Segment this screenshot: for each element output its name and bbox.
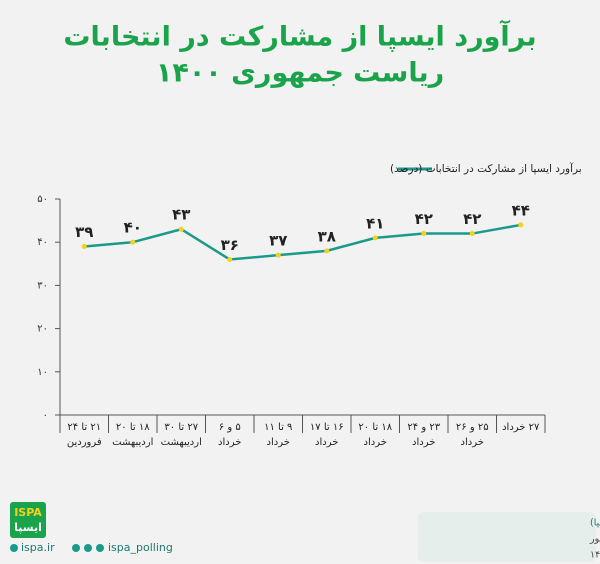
social-icon (84, 544, 92, 552)
website: ispa.ir (21, 541, 55, 554)
logo-text: ایسپا (14, 521, 42, 534)
dates: تاریخ اجرا: ۲۱ فروردین تا ۲۷ خرداد ۱۴۰۰ (590, 550, 600, 561)
point (372, 235, 378, 241)
logo (10, 502, 46, 538)
point (81, 244, 87, 250)
value-label: ۴۲ (463, 210, 481, 228)
x-tick-label: ۲۷ تا ۳۰ (164, 422, 198, 433)
y-tick-label: ۱۰ (37, 367, 48, 378)
social-icon (96, 544, 104, 552)
x-tick-label: خرداد (461, 437, 484, 448)
chart-title: ریاست جمهوری ۱۴۰۰ (156, 58, 444, 89)
value-label: ۴۳ (172, 206, 190, 224)
y-tick-label: ۲۰ (37, 324, 48, 335)
y-tick-label: ۴۰ (37, 237, 48, 248)
x-tick-label: ۱۸ تا ۲۰ (116, 422, 150, 433)
point (130, 239, 136, 245)
x-tick-label: خرداد (412, 437, 435, 448)
y-tick-label: ۰ (43, 410, 48, 421)
point (469, 231, 475, 237)
x-tick-label: ۲۳ و ۲۴ (407, 422, 440, 433)
x-tick-label: ۵ و ۶ (219, 422, 241, 433)
x-tick-label: خرداد (364, 437, 387, 448)
value-label: ۴۰ (124, 219, 142, 237)
x-tick-label: ۱۸ تا ۲۰ (358, 422, 392, 433)
x-tick-label: ۲۵ و ۲۶ (456, 422, 489, 433)
value-label: ۴۲ (415, 210, 433, 228)
value-label: ۴۱ (366, 214, 384, 232)
social-icon (72, 544, 80, 552)
x-tick-label: فروردین (67, 437, 102, 448)
x-tick-label: اردیبهشت (112, 437, 153, 448)
population: جامعه آماری: افراد بالای ۱۸ سال کل کشور (589, 532, 600, 545)
point (421, 231, 427, 237)
line (84, 223, 521, 261)
point (324, 248, 330, 254)
x-tick-label: ۲۷ خرداد (502, 422, 540, 433)
x-tick-label: ۱۶ تا ۱۷ (310, 422, 344, 433)
value-label: ۳۸ (318, 227, 336, 245)
value-label: ۴۴ (512, 201, 530, 219)
x-tick-label: خرداد (218, 437, 241, 448)
org: مرکز افکارسنجی دانشجویان ایران (ایسپا) (590, 518, 600, 529)
x-tick-label: خرداد (315, 437, 338, 448)
value-label: ۳۶ (221, 236, 239, 254)
point (227, 256, 233, 262)
point (178, 226, 184, 232)
value-label: ۳۷ (269, 232, 287, 250)
x-tick-label: ۹ تا ۱۱ (264, 422, 292, 433)
chart-title: برآورد ایسپا از مشارکت در انتخابات (63, 20, 536, 53)
logo-text: ISPA (14, 506, 42, 519)
point (518, 222, 524, 228)
info-box (418, 512, 596, 562)
x-tick-label: خرداد (267, 437, 290, 448)
x-tick-label: ۲۱ تا ۲۴ (67, 422, 101, 433)
web-icon (10, 544, 18, 552)
legend-label: برآورد ایسپا از مشارکت در انتخابات (درصد… (390, 162, 582, 175)
value-label: ۳۹ (75, 223, 93, 241)
y-tick-label: ۳۰ (37, 280, 48, 291)
x-tick-label: اردیبهشت (161, 437, 202, 448)
y-tick-label: ۵۰ (37, 194, 48, 205)
point (275, 252, 281, 258)
handle: ispa_polling (108, 541, 173, 554)
